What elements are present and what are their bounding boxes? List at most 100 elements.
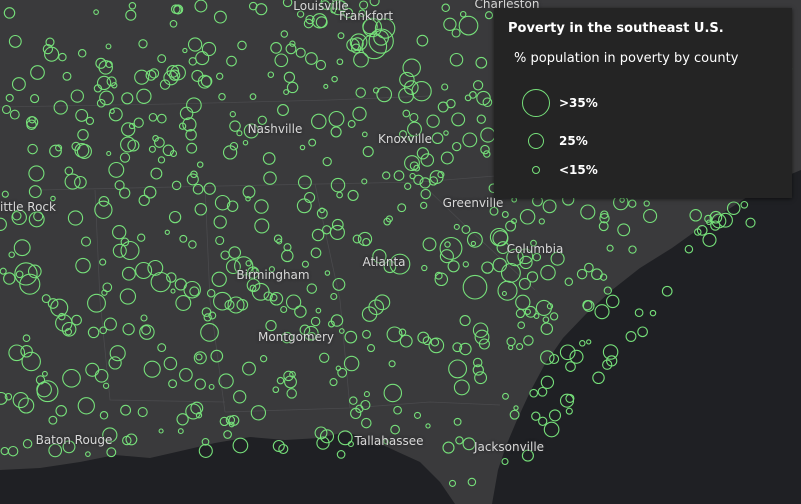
county-poverty-symbol[interactable]	[195, 51, 210, 66]
county-poverty-symbol[interactable]	[179, 368, 193, 382]
county-poverty-symbol[interactable]	[461, 225, 471, 234]
county-poverty-symbol[interactable]	[605, 294, 620, 309]
county-poverty-symbol[interactable]	[531, 411, 541, 421]
county-poverty-symbol[interactable]	[254, 199, 269, 214]
county-poverty-symbol[interactable]	[634, 308, 644, 318]
county-poverty-symbol[interactable]	[331, 75, 338, 83]
county-poverty-symbol[interactable]	[311, 228, 325, 242]
county-poverty-symbol[interactable]	[188, 57, 198, 66]
county-poverty-symbol[interactable]	[211, 271, 227, 287]
county-poverty-symbol[interactable]	[315, 307, 322, 314]
county-poverty-symbol[interactable]	[330, 292, 338, 301]
county-poverty-symbol[interactable]	[481, 261, 494, 274]
county-poverty-symbol[interactable]	[458, 15, 479, 36]
county-poverty-symbol[interactable]	[75, 108, 89, 122]
county-poverty-symbol[interactable]	[362, 329, 371, 339]
county-poverty-symbol[interactable]	[272, 439, 285, 453]
county-poverty-symbol[interactable]	[246, 278, 261, 293]
county-poverty-symbol[interactable]	[349, 396, 358, 405]
county-poverty-symbol[interactable]	[515, 294, 531, 310]
county-poverty-symbol[interactable]	[372, 249, 387, 264]
county-poverty-symbol[interactable]	[198, 443, 213, 458]
county-poverty-symbol[interactable]	[517, 248, 534, 265]
county-poverty-symbol[interactable]	[4, 392, 13, 401]
county-poverty-symbol[interactable]	[22, 334, 31, 343]
county-poverty-symbol[interactable]	[413, 411, 422, 419]
county-poverty-symbol[interactable]	[274, 53, 289, 68]
county-poverty-symbol[interactable]	[517, 321, 526, 330]
county-poverty-symbol[interactable]	[203, 182, 216, 195]
county-poverty-symbol[interactable]	[452, 342, 463, 353]
county-poverty-symbol[interactable]	[219, 416, 229, 427]
county-poverty-symbol[interactable]	[407, 121, 422, 137]
county-poverty-symbol[interactable]	[85, 116, 95, 126]
county-poverty-symbol[interactable]	[320, 0, 335, 11]
county-poverty-symbol[interactable]	[186, 97, 202, 114]
county-poverty-symbol[interactable]	[103, 317, 117, 331]
county-poverty-symbol[interactable]	[594, 304, 610, 320]
county-poverty-symbol[interactable]	[148, 68, 160, 79]
county-poverty-symbol[interactable]	[1, 190, 9, 198]
county-poverty-symbol[interactable]	[101, 289, 108, 296]
county-poverty-symbol[interactable]	[64, 328, 73, 336]
county-poverty-symbol[interactable]	[120, 240, 140, 261]
county-poverty-symbol[interactable]	[289, 371, 296, 378]
county-poverty-symbol[interactable]	[286, 81, 299, 94]
county-poverty-symbol[interactable]	[55, 144, 63, 152]
county-poverty-symbol[interactable]	[182, 117, 197, 132]
county-poverty-symbol[interactable]	[148, 145, 156, 153]
county-poverty-symbol[interactable]	[194, 378, 206, 390]
county-poverty-symbol[interactable]	[388, 360, 396, 368]
county-poverty-symbol[interactable]	[322, 156, 332, 167]
county-poverty-symbol[interactable]	[740, 200, 749, 209]
county-poverty-symbol[interactable]	[362, 146, 374, 158]
county-poverty-symbol[interactable]	[254, 218, 270, 234]
county-poverty-symbol[interactable]	[319, 207, 325, 214]
county-poverty-symbol[interactable]	[242, 361, 256, 376]
county-poverty-symbol[interactable]	[524, 308, 531, 315]
county-poverty-symbol[interactable]	[311, 13, 328, 29]
county-poverty-symbol[interactable]	[197, 74, 212, 89]
county-poverty-symbol[interactable]	[85, 451, 91, 457]
county-poverty-symbol[interactable]	[441, 83, 449, 91]
county-poverty-symbol[interactable]	[268, 266, 275, 273]
county-poverty-symbol[interactable]	[193, 351, 207, 365]
county-poverty-symbol[interactable]	[8, 251, 15, 258]
county-poverty-symbol[interactable]	[156, 113, 167, 124]
county-poverty-symbol[interactable]	[30, 65, 45, 80]
county-poverty-symbol[interactable]	[41, 294, 51, 304]
county-poverty-symbol[interactable]	[579, 340, 586, 347]
county-poverty-symbol[interactable]	[133, 117, 144, 128]
county-poverty-symbol[interactable]	[529, 388, 539, 398]
county-poverty-symbol[interactable]	[257, 115, 267, 125]
county-poverty-symbol[interactable]	[12, 392, 29, 409]
county-poverty-symbol[interactable]	[420, 188, 431, 200]
county-poverty-symbol[interactable]	[327, 320, 335, 328]
county-poverty-symbol[interactable]	[565, 361, 576, 372]
county-poverty-symbol[interactable]	[99, 258, 107, 266]
county-poverty-symbol[interactable]	[462, 261, 469, 268]
county-poverty-symbol[interactable]	[606, 244, 614, 252]
county-poverty-symbol[interactable]	[451, 112, 466, 127]
county-poverty-symbol[interactable]	[431, 132, 444, 145]
county-poverty-symbol[interactable]	[329, 378, 338, 387]
county-poverty-symbol[interactable]	[136, 88, 152, 104]
county-poverty-symbol[interactable]	[168, 210, 182, 224]
county-poverty-symbol[interactable]	[580, 204, 596, 220]
county-poverty-symbol[interactable]	[526, 271, 539, 283]
county-poverty-symbol[interactable]	[361, 178, 368, 185]
county-poverty-symbol[interactable]	[28, 165, 45, 182]
county-poverty-symbol[interactable]	[506, 248, 524, 267]
county-poverty-symbol[interactable]	[661, 285, 673, 297]
county-poverty-symbol[interactable]	[0, 267, 7, 275]
county-poverty-symbol[interactable]	[299, 324, 311, 336]
county-poverty-symbol[interactable]	[216, 72, 224, 80]
county-poverty-symbol[interactable]	[48, 443, 63, 458]
county-poverty-symbol[interactable]	[169, 149, 178, 158]
county-poverty-symbol[interactable]	[549, 353, 560, 365]
county-poverty-symbol[interactable]	[519, 209, 536, 225]
county-poverty-symbol[interactable]	[276, 238, 283, 245]
county-poverty-symbol[interactable]	[591, 268, 603, 281]
county-poverty-symbol[interactable]	[472, 322, 489, 338]
county-poverty-symbol[interactable]	[628, 199, 637, 208]
